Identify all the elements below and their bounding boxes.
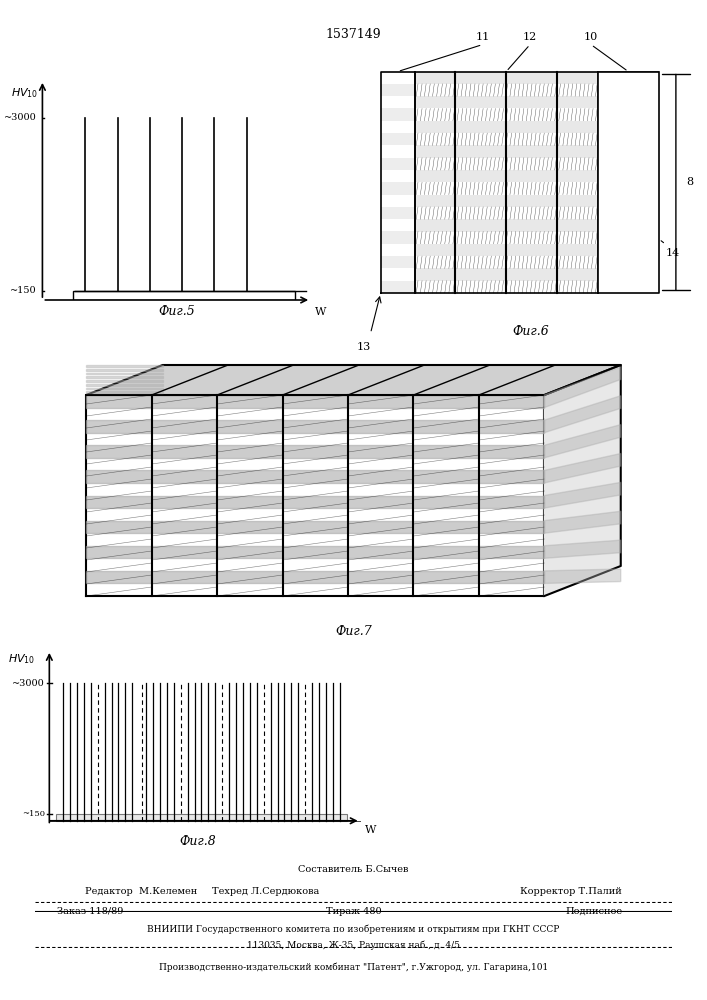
Bar	[414, 219, 598, 232]
Polygon shape	[544, 569, 621, 583]
Polygon shape	[544, 482, 621, 508]
Text: 11: 11	[475, 32, 489, 42]
Text: Производственно-издательский комбинат "Патент", г.Ужгород, ул. Гагарина,101: Производственно-издательский комбинат "П…	[159, 963, 548, 972]
Text: Заказ 118/89: Заказ 118/89	[57, 907, 123, 916]
Text: $HV_{10}$: $HV_{10}$	[8, 652, 35, 666]
Text: ~150: ~150	[22, 810, 45, 818]
Polygon shape	[544, 425, 621, 458]
Bar	[414, 232, 598, 244]
Text: Фиг.7: Фиг.7	[335, 625, 372, 638]
Polygon shape	[86, 365, 163, 367]
Polygon shape	[86, 376, 163, 378]
Bar	[414, 133, 598, 145]
Text: W: W	[315, 307, 326, 317]
Bar	[414, 72, 598, 84]
Polygon shape	[380, 108, 414, 121]
Polygon shape	[86, 395, 544, 596]
Polygon shape	[86, 369, 163, 371]
Bar	[414, 170, 598, 182]
Text: ~3000: ~3000	[4, 113, 37, 122]
Polygon shape	[86, 546, 544, 558]
Polygon shape	[86, 521, 544, 533]
Text: 113035, Москва, Ж-35, Раушская наб., д. 4/5: 113035, Москва, Ж-35, Раушская наб., д. …	[247, 940, 460, 950]
Bar	[414, 268, 598, 281]
Text: 12: 12	[523, 32, 537, 42]
Polygon shape	[380, 207, 414, 219]
Text: Тираж 480: Тираж 480	[326, 907, 381, 916]
Bar	[414, 108, 598, 121]
Polygon shape	[544, 365, 621, 596]
Text: Техред Л.Сердюкова: Техред Л.Сердюкова	[212, 887, 320, 896]
Bar	[414, 281, 598, 293]
Polygon shape	[544, 396, 621, 433]
Text: ~150: ~150	[11, 286, 37, 295]
Polygon shape	[544, 367, 621, 408]
Polygon shape	[86, 365, 621, 395]
Bar	[414, 207, 598, 219]
Polygon shape	[380, 256, 414, 268]
Text: Редактор  М.Келемен: Редактор М.Келемен	[85, 887, 197, 896]
Polygon shape	[86, 391, 163, 393]
Text: 1537149: 1537149	[326, 28, 381, 41]
Bar	[414, 96, 598, 108]
Bar	[414, 121, 598, 133]
Text: ~3000: ~3000	[12, 679, 45, 688]
Bar	[414, 256, 598, 268]
Text: ВНИИПИ Государственного комитета по изобретениям и открытиям при ГКНТ СССР: ВНИИПИ Государственного комитета по изоб…	[147, 925, 560, 934]
Bar	[414, 182, 598, 195]
Polygon shape	[86, 496, 544, 508]
Polygon shape	[86, 420, 544, 433]
Bar	[414, 158, 598, 170]
Polygon shape	[598, 72, 659, 293]
Polygon shape	[598, 72, 659, 293]
Polygon shape	[380, 281, 414, 293]
Polygon shape	[86, 470, 544, 483]
Bar	[57, 814, 346, 821]
Polygon shape	[86, 380, 163, 382]
Text: 8: 8	[686, 177, 693, 187]
Polygon shape	[86, 571, 544, 583]
Polygon shape	[380, 182, 414, 195]
Bar	[414, 244, 598, 256]
Polygon shape	[86, 395, 544, 408]
Polygon shape	[380, 158, 414, 170]
Polygon shape	[380, 84, 414, 96]
Text: Фиг.6: Фиг.6	[512, 325, 549, 338]
Polygon shape	[380, 133, 414, 145]
Bar	[414, 84, 598, 96]
Text: $HV_{10}$: $HV_{10}$	[11, 86, 38, 100]
Text: 10: 10	[584, 32, 598, 42]
Bar	[73, 291, 295, 300]
Text: Подписное: Подписное	[565, 907, 622, 916]
Text: Фиг.8: Фиг.8	[180, 835, 216, 848]
Bar	[414, 145, 598, 158]
Text: 13: 13	[356, 342, 370, 352]
Text: Фиг.5: Фиг.5	[158, 305, 195, 318]
Text: Корректор Т.Палий: Корректор Т.Палий	[520, 887, 622, 896]
Polygon shape	[86, 384, 163, 386]
Polygon shape	[86, 373, 163, 374]
Text: Составитель Б.Сычев: Составитель Б.Сычев	[298, 865, 409, 874]
Polygon shape	[544, 511, 621, 533]
Polygon shape	[86, 388, 163, 389]
Polygon shape	[544, 540, 621, 558]
Text: W: W	[366, 825, 377, 835]
Bar	[414, 195, 598, 207]
Polygon shape	[86, 445, 544, 458]
Polygon shape	[544, 454, 621, 483]
Text: 14: 14	[666, 247, 680, 257]
Polygon shape	[380, 232, 414, 244]
